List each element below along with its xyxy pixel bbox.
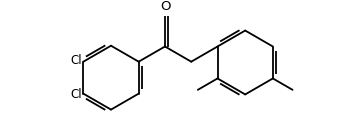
Text: Cl: Cl — [70, 54, 82, 67]
Text: Cl: Cl — [70, 88, 82, 101]
Text: O: O — [161, 0, 171, 13]
